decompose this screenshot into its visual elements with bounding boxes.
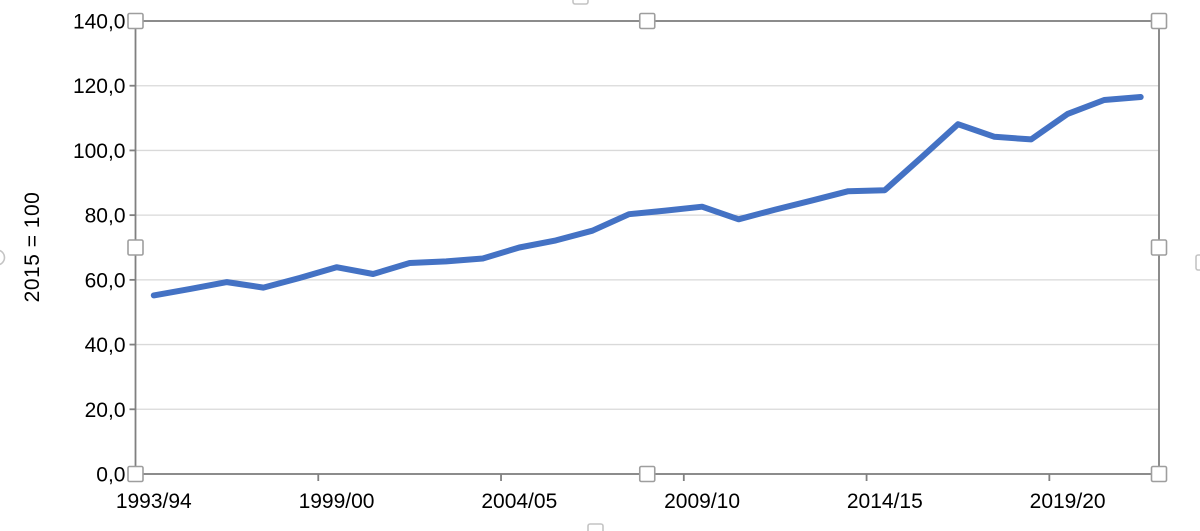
y-tick-label: 40,0: [85, 334, 126, 357]
x-tick-label: 1999/00: [299, 490, 375, 513]
x-tick-label: 2014/15: [847, 490, 923, 513]
y-tick-label: 80,0: [85, 205, 126, 228]
selection-handle[interactable]: [127, 465, 144, 483]
plot-border[interactable]: [134, 20, 1160, 475]
outer-selection-handle[interactable]: [572, 0, 589, 5]
selection-handle[interactable]: [638, 12, 656, 30]
x-tick-label: 2004/05: [481, 490, 557, 513]
y-tick-label: 140,0: [73, 11, 126, 34]
outer-selection-handle[interactable]: [1195, 254, 1200, 271]
y-tick-label: 20,0: [85, 399, 126, 422]
x-tick-label: 2009/10: [664, 490, 740, 513]
y-tick-label: 100,0: [73, 140, 126, 163]
selection-handle[interactable]: [638, 465, 656, 483]
y-tick-label: 60,0: [85, 269, 126, 292]
trend-line[interactable]: [150, 94, 1144, 299]
selection-handle[interactable]: [1150, 239, 1168, 256]
selection-handle[interactable]: [1150, 465, 1168, 483]
outer-selection-handle[interactable]: [0, 249, 6, 266]
y-axis-title: 2015 = 100: [21, 191, 44, 303]
x-tick-label: 2019/20: [1030, 490, 1106, 513]
outer-selection-handle[interactable]: [587, 523, 604, 531]
y-tick-label: 0,0: [96, 464, 125, 487]
y-tick-label: 120,0: [73, 75, 126, 98]
selection-handle[interactable]: [127, 12, 144, 30]
x-tick-label: 1993/94: [116, 490, 192, 513]
selection-handle[interactable]: [127, 239, 144, 256]
selection-handle[interactable]: [1150, 12, 1168, 30]
